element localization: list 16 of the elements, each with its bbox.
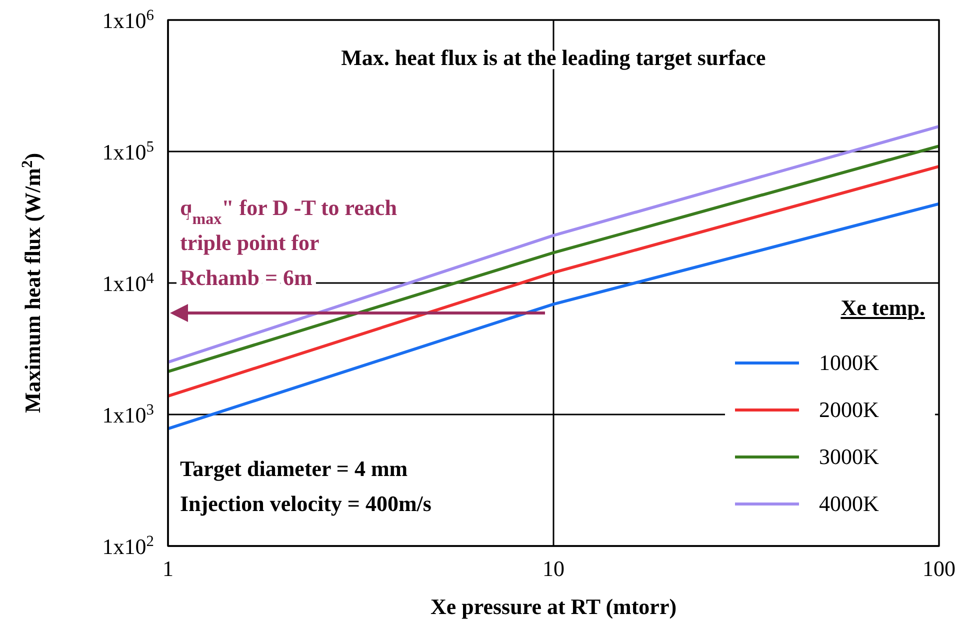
x-tick-label: 10 [542,556,564,581]
y-tick-label: 1x10$^{3}$ [102,401,154,428]
legend-title: Xe temp. [840,295,925,321]
annotation: Target diameter = 4 mm [180,456,408,481]
legend-label: 4000K [819,490,879,516]
y-tick-label: 1x10$^{5}$ [102,138,154,164]
y-tick-label: 1x10$^{4}$ [102,270,154,296]
annotation: Injection velocity = 400m/s [180,491,432,516]
legend-label: 1000K [819,350,879,376]
y-tick-label: 1x10$^{6}$ [102,6,154,33]
legend-label: 2000K [819,396,879,422]
legend-label: 3000K [819,444,879,470]
y-tick-label: 1x10$^{2}$ [102,532,154,559]
x-axis-title: Xe pressure at RT (mtorr) [430,594,677,619]
x-tick-label: 100 [922,556,956,581]
x-tick-label: 1 [162,556,174,581]
